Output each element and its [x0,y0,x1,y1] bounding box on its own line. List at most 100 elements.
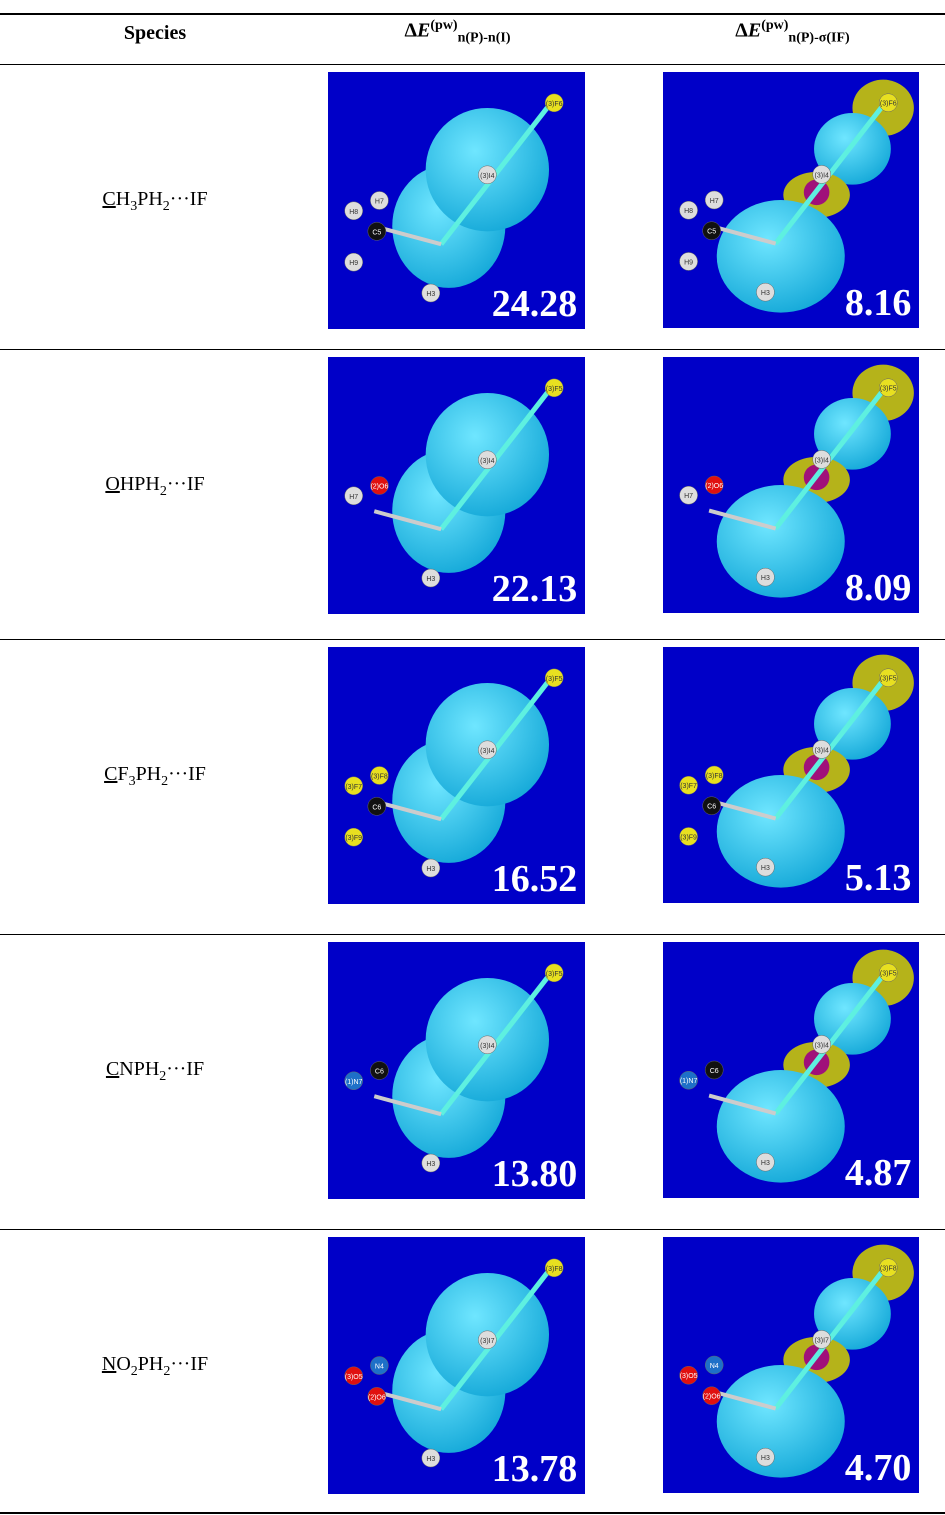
atom-label: H8 [349,209,358,216]
atom-label: H3 [426,1456,435,1463]
atom-label: H3 [761,865,770,872]
atom-label: H3 [426,1161,435,1168]
subscript: n(P)-n(I) [458,31,511,46]
atom-label: (3)F6 [546,101,563,108]
symbol: E [748,20,761,42]
header-energy: ΔE(pw)n(P)-σ(IF) [665,18,920,47]
species-part: ···IF [170,1353,208,1375]
atom-label: H8 [684,208,693,215]
atom-label: (3)F8 [706,773,723,780]
energy-value: 8.09 [845,567,912,609]
energy-value: 22.13 [492,568,578,610]
atom-label: (3)F8 [880,1266,897,1273]
rule [0,64,945,65]
species-part: HPH [120,473,160,495]
species-part: ···IF [166,1058,204,1080]
superscript: (pw) [430,18,457,33]
atom-label: N4 [375,1364,384,1371]
lobe [717,200,845,313]
species-part: ···IF [170,188,208,210]
orbital-image: (3)F5 (3)I4 (3)F7 (3)F8 C6 (3)F9 H3 5.13 [663,647,919,903]
species-part: 2 [131,1364,138,1379]
atom-label: C5 [707,229,716,236]
atom-label: (3)I4 [815,457,830,464]
rule [0,13,945,15]
species-part: PH [138,1353,164,1375]
atom-label: (3)I4 [815,747,830,754]
atom-label: H7 [375,199,384,206]
atom-label: (3)F5 [880,676,897,683]
atom-label: C6 [707,804,716,811]
species: CH3PH2···IF [40,188,270,215]
atom-label: H9 [349,260,358,267]
species-part: 2 [163,199,170,214]
superscript: (pw) [761,18,788,33]
atom-label: C5 [372,229,381,236]
species-part: O [116,1353,130,1375]
atom-label: (3)I4 [815,172,830,179]
species-part: F [117,763,128,785]
energy-value: 13.80 [492,1153,578,1195]
species-part: NPH [119,1058,159,1080]
atom-label: (3)F7 [345,784,362,791]
atom-label: (3)F8 [546,1266,563,1273]
atom-label: H3 [761,290,770,297]
species: CF3PH2···IF [40,763,270,790]
atom-label: H7 [684,493,693,500]
atom-label: (3)I4 [480,173,495,180]
orbital-image: (3)F5(3)I4H7(2)O6H322.13 [328,357,585,614]
energy-value: 24.28 [492,283,578,325]
atom-label: (3)F9 [680,834,697,841]
atom-label: C6 [710,1068,719,1075]
energy-value: 16.52 [492,858,578,900]
atom-label: (3)O5 [345,1374,363,1381]
species-part: C [106,1058,119,1080]
species: OHPH2···IF [40,473,270,500]
atom-label: (3)F5 [546,676,563,683]
subscript: n(P)-σ(IF) [788,31,849,46]
header-energy: ΔE(pw)n(P)-n(I) [330,18,585,47]
orbital-image: (3)F6 (3)I4 H8 H7 C5 H9 H3 24.28 [328,72,585,329]
atom-label: H3 [426,576,435,583]
atom-label: (2)O6 [368,1394,386,1401]
page: SpeciesΔE(pw)n(P)-n(I)ΔE(pw)n(P)-σ(IF)CH… [0,0,945,1515]
atom-label: (3)I4 [480,1043,495,1050]
species-part: C [102,188,115,210]
atom-label: H9 [684,259,693,266]
atom-label: (1)N7 [345,1079,363,1086]
delta: Δ [404,20,417,42]
species-part: H [116,188,130,210]
atom-label: (3)I4 [480,748,495,755]
rule [0,1229,945,1230]
atom-label: (3)F8 [371,774,388,781]
symbol: E [417,20,430,42]
energy-value: 4.87 [845,1152,912,1194]
energy-value: 5.13 [845,857,912,899]
rule [0,349,945,350]
species-part: C [104,763,117,785]
atom-label: H7 [710,198,719,205]
lobe [717,775,845,888]
species-part: PH [137,188,163,210]
species-part: O [105,473,119,495]
atom-label: (3)F7 [680,783,697,790]
lobe [717,1365,845,1478]
atom-label: (3)I4 [815,1042,830,1049]
species-part: PH [136,763,162,785]
species-part: 2 [160,484,167,499]
energy-value: 4.70 [845,1447,912,1489]
atom-label: H3 [426,866,435,873]
atom-label: H3 [761,575,770,582]
atom-label: (3)I7 [815,1337,830,1344]
atom-label: (2)O6 [370,484,388,491]
atom-label: H3 [426,291,435,298]
atom-label: H7 [349,494,358,501]
atom-label: (3)F9 [345,835,362,842]
atom-label: (3)I7 [480,1338,495,1345]
species-part: 3 [129,774,136,789]
